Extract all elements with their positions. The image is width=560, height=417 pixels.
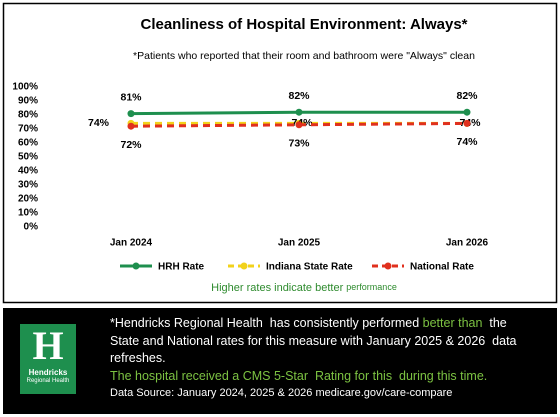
logo-name: Hendricks [28, 368, 68, 377]
legend-marker [132, 262, 140, 270]
footer-line: *Hendricks Regional Health has consisten… [110, 316, 507, 330]
chart-title: Cleanliness of Hospital Environment: Alw… [140, 16, 467, 33]
point [295, 108, 303, 116]
chart: Cleanliness of Hospital Environment: Alw… [2, 2, 558, 304]
footer: H Hendricks Regional Health *Hendricks R… [3, 308, 557, 414]
chart-border [2, 2, 558, 304]
footer-text: *Hendricks Regional Health has consisten… [110, 316, 423, 330]
y-tick-label: 100% [12, 82, 38, 93]
data-label: 81% [120, 91, 142, 103]
chart-note: Higher rates indicate better performance [211, 282, 397, 294]
y-tick-label: 10% [18, 208, 38, 219]
data-label: 72% [120, 139, 142, 151]
footer-text: better than [422, 316, 483, 330]
data-label: 82% [288, 90, 310, 102]
y-tick-label: 20% [18, 194, 38, 205]
point [463, 108, 471, 116]
logo-sub: Regional Health [26, 378, 70, 384]
y-tick-label: 30% [18, 180, 38, 191]
footer-line: refreshes. [110, 351, 166, 365]
legend-marker [384, 262, 392, 270]
x-tick-label: Jan 2024 [110, 238, 153, 249]
x-tick-label: Jan 2026 [446, 238, 489, 249]
footer-text: The hospital received a CMS 5-Star Ratin… [110, 369, 488, 383]
point [127, 110, 135, 118]
y-tick-label: 50% [18, 152, 38, 163]
legend-marker [240, 262, 248, 270]
footer-text: refreshes. [110, 351, 166, 365]
y-tick-label: 60% [18, 138, 38, 149]
point [127, 122, 135, 130]
footer-line: The hospital received a CMS 5-Star Ratin… [110, 369, 487, 383]
footer-line: State and National rates for this measur… [110, 334, 517, 348]
logo: H Hendricks Regional Health [20, 324, 76, 394]
legend-label: Indiana State Rate [266, 262, 353, 273]
point [295, 121, 303, 129]
y-tick-label: 90% [18, 96, 38, 107]
point [463, 119, 471, 127]
logo-mark: H [32, 323, 64, 368]
y-tick-label: 80% [18, 110, 38, 121]
data-label: 74% [291, 117, 313, 129]
data-label: 74% [88, 117, 110, 129]
y-tick-label: 40% [18, 166, 38, 177]
data-source: Data Source: January 2024, 2025 & 2026 m… [110, 387, 453, 399]
note-small: performance [346, 282, 397, 292]
note-text: Higher rates indicate better [211, 282, 343, 294]
y-tick-label: 0% [24, 222, 39, 233]
data-label: 74% [456, 136, 478, 148]
data-label: 82% [456, 90, 478, 102]
footer-text: the [482, 316, 507, 330]
legend-label: National Rate [410, 262, 474, 273]
footer-text: State and National rates for this measur… [110, 334, 517, 348]
legend-label: HRH Rate [158, 262, 205, 273]
y-tick-label: 70% [18, 124, 38, 135]
data-label: 73% [288, 138, 310, 150]
chart-subtitle: *Patients who reported that their room a… [133, 50, 475, 62]
x-tick-label: Jan 2025 [278, 238, 321, 249]
